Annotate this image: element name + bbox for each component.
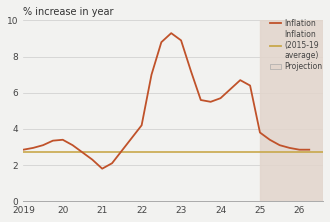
Legend: Inflation, Inflation
(2015-19
average), Projection: Inflation, Inflation (2015-19 average), … <box>270 19 322 71</box>
Text: % increase in year: % increase in year <box>23 7 114 17</box>
Bar <box>260 20 323 201</box>
